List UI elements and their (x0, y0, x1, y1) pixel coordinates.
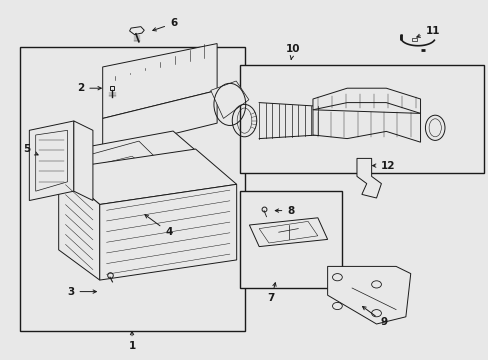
Text: 4: 4 (144, 215, 172, 237)
Polygon shape (327, 266, 410, 324)
Text: 12: 12 (372, 161, 394, 171)
Polygon shape (74, 121, 93, 201)
Text: 6: 6 (152, 18, 177, 31)
Text: 3: 3 (67, 287, 96, 297)
Text: 10: 10 (285, 44, 300, 59)
Polygon shape (36, 130, 67, 191)
Text: 2: 2 (77, 83, 101, 93)
Polygon shape (312, 88, 420, 113)
Bar (239, 191, 342, 288)
Polygon shape (102, 90, 217, 151)
Polygon shape (100, 184, 236, 280)
Polygon shape (259, 221, 317, 243)
Polygon shape (356, 158, 381, 198)
Polygon shape (29, 121, 74, 201)
Polygon shape (312, 110, 420, 142)
Polygon shape (129, 27, 144, 35)
Text: 7: 7 (267, 283, 276, 303)
Text: 1: 1 (128, 332, 135, 351)
Text: 8: 8 (275, 206, 294, 216)
Polygon shape (59, 149, 236, 204)
Polygon shape (63, 151, 104, 212)
Text: 5: 5 (23, 144, 38, 155)
Polygon shape (59, 169, 100, 280)
Polygon shape (249, 218, 327, 247)
Text: 9: 9 (362, 306, 386, 327)
Text: 11: 11 (416, 26, 439, 37)
Polygon shape (210, 81, 248, 118)
Polygon shape (91, 156, 152, 181)
Polygon shape (102, 44, 217, 118)
Polygon shape (104, 166, 214, 212)
Bar (411, 38, 416, 41)
Bar (239, 65, 483, 173)
Polygon shape (63, 131, 214, 186)
Bar (20, 47, 244, 331)
Polygon shape (84, 141, 159, 176)
